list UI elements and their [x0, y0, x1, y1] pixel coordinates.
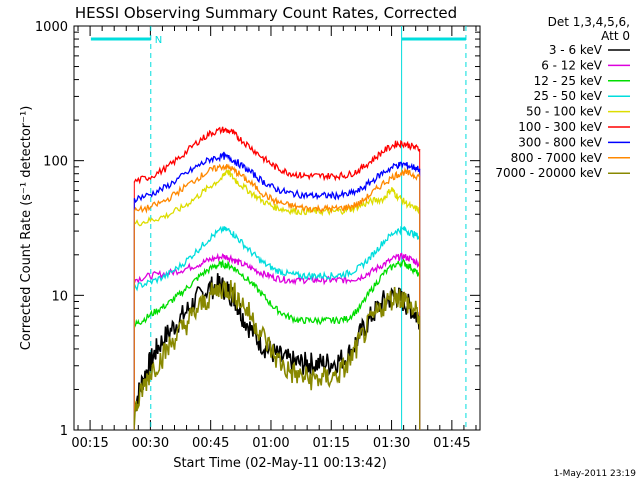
y-tick-label: 100 [43, 155, 68, 170]
y-tick-label: 1000 [35, 20, 68, 35]
legend-label: 50 - 100 keV [526, 105, 603, 119]
series-1 [133, 273, 421, 430]
series-7 [133, 151, 421, 430]
legend-label: 25 - 50 keV [534, 89, 603, 103]
y-tick-label: 1 [60, 424, 68, 439]
y-axis-label: Corrected Count Rate (s⁻¹ detector⁻¹) [19, 106, 34, 351]
series-line [133, 163, 421, 214]
series-line [133, 280, 421, 426]
series-3 [133, 258, 421, 430]
series-line [133, 225, 421, 292]
x-axis-ticks: 00:15 00:30 00:45 01:00 01:15 01:30 01:45 [71, 26, 477, 451]
series-line [133, 273, 421, 412]
footer-timestamp: 1-May-2011 23:19 [554, 469, 637, 479]
legend-label: 800 - 7000 keV [511, 151, 603, 165]
series-line [133, 126, 421, 185]
legend-label: 12 - 25 keV [534, 74, 603, 88]
x-axis-label: Start Time (02-May-11 00:13:42) [173, 456, 387, 471]
series-9 [133, 280, 421, 430]
x-tick-label: 00:45 [192, 436, 229, 451]
chart-title: HESSI Observing Summary Count Rates, Cor… [75, 4, 457, 22]
x-tick-label: 00:15 [71, 436, 108, 451]
night-marker-label: N [155, 35, 162, 46]
series-line [133, 151, 421, 204]
series-line [133, 169, 421, 227]
y-axis-ticks: 1 10 100 1000 [35, 20, 480, 439]
plot-frame [73, 25, 481, 431]
data-series [133, 126, 421, 430]
legend-header-line-1: Det 1,3,4,5,6, [548, 15, 630, 29]
series-line [133, 258, 421, 329]
series-2 [133, 252, 421, 430]
legend-label: 3 - 6 keV [549, 43, 603, 57]
legend-label: 7000 - 20000 keV [495, 166, 602, 180]
series-line [133, 252, 421, 286]
legend-label: 6 - 12 keV [541, 58, 603, 72]
x-tick-label: 01:30 [373, 436, 410, 451]
series-8 [133, 163, 421, 430]
legend-header-line-2: Att 0 [601, 29, 630, 43]
night-markers: N [90, 26, 467, 430]
legend-label: 100 - 300 keV [518, 120, 602, 134]
legend-label: 300 - 800 keV [518, 135, 602, 149]
x-tick-label: 01:45 [433, 436, 470, 451]
y-tick-label: 10 [51, 289, 68, 304]
x-tick-label: 01:15 [313, 436, 350, 451]
x-tick-label: 01:00 [252, 436, 289, 451]
series-5 [133, 169, 421, 430]
x-tick-label: 00:30 [132, 436, 169, 451]
